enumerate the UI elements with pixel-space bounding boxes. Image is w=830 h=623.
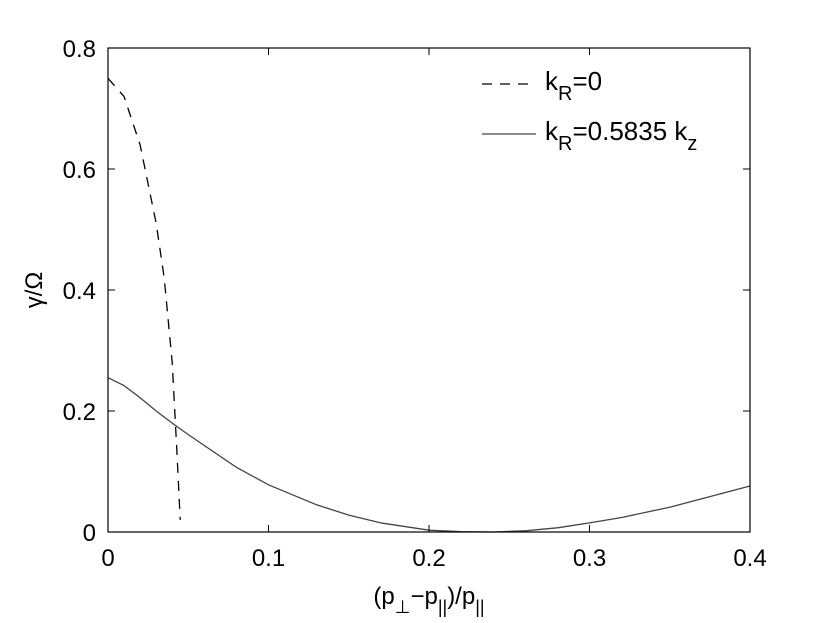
x-axis-label: (p⊥−p||)/p|| — [373, 583, 484, 617]
x-tick-label: 0 — [101, 545, 114, 572]
x-tick-label: 0.4 — [733, 545, 766, 572]
series-line-kr05835 — [107, 377, 751, 533]
x-tick-label: 0.3 — [573, 545, 606, 572]
y-axis-label: γ/Ω — [21, 272, 48, 309]
series-line-kr0 — [107, 77, 181, 520]
legend-label-kr0: kR=0 — [545, 66, 602, 105]
y-tick-label: 0.2 — [63, 399, 96, 426]
ticks-layer — [107, 47, 751, 533]
tick-labels: 0 0.1 0.2 0.3 0.4 0 0.2 0.4 0.6 0.8 — [63, 36, 767, 572]
series-layer — [107, 77, 751, 533]
y-tick-label: 0 — [83, 520, 96, 547]
y-tick-label: 0.4 — [63, 278, 96, 305]
legend-label-kr05835: kR=0.5835 kz — [545, 116, 697, 155]
y-tick-label: 0.8 — [63, 36, 96, 63]
x-tick-label: 0.2 — [412, 545, 445, 572]
x-tick-label: 0.1 — [252, 545, 285, 572]
y-tick-label: 0.6 — [63, 157, 96, 184]
legend: kR=0 kR=0.5835 kz — [482, 66, 697, 155]
